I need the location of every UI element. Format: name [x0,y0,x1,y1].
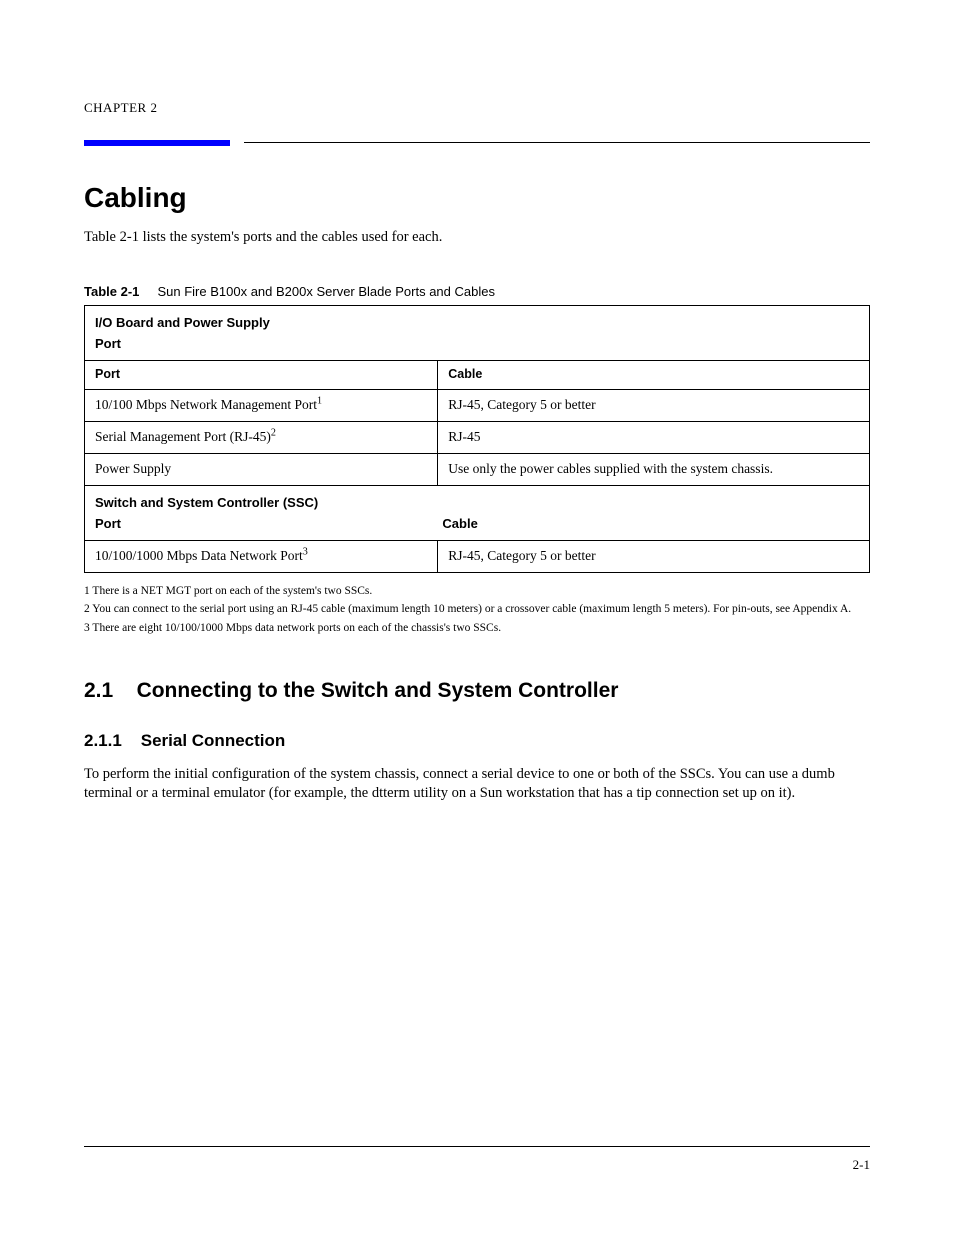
accent-bar [84,140,230,146]
ports-cables-table-body: Port Cable 10/100 Mbps Network Managemen… [84,360,870,573]
header-rule [84,140,870,148]
subsection-text: To perform the initial configuration of … [84,765,870,804]
table-row: Power Supply Use only the power cables s… [85,453,870,485]
table-group-header-1: I/O Board and Power Supply Port [85,305,870,360]
footnote: 1 There is a NET MGT port on each of the… [84,583,870,600]
footnote: 2 You can connect to the serial port usi… [84,601,870,618]
table-caption-label: Table 2-1 [84,284,139,299]
table-col-port: Port [95,336,245,351]
footer-page-number: 2-1 [853,1157,870,1173]
header-line [244,142,870,143]
footer-line [84,1146,870,1147]
page-footer: 2-1 [84,1146,870,1173]
ports-cables-table: I/O Board and Power Supply Port [84,305,870,361]
table-group-header-2: Switch and System Controller (SSC) Port … [85,485,870,540]
table-row: Serial Management Port (RJ-45)2 RJ-45 [85,421,870,453]
table-caption: Table 2-1 Sun Fire B100x and B200x Serve… [84,284,870,299]
table-footnotes: 1 There is a NET MGT port on each of the… [84,583,870,637]
intro-text: Table 2-1 lists the system's ports and t… [84,228,870,248]
table-col-cable: Cable [438,360,870,390]
table-caption-text: Sun Fire B100x and B200x Server Blade Po… [157,284,494,299]
page-title: Cabling [84,182,870,214]
table-row: 10/100 Mbps Network Management Port1 RJ-… [85,389,870,421]
chapter-label: CHAPTER 2 [84,100,870,116]
table-col-port: Port [85,360,438,390]
footnote: 3 There are eight 10/100/1000 Mbps data … [84,620,870,637]
section-heading: 2.1 Connecting to the Switch and System … [84,679,870,703]
subsection-heading: 2.1.1 Serial Connection [84,731,870,751]
table-row: 10/100/1000 Mbps Data Network Port3 RJ-4… [85,540,870,572]
